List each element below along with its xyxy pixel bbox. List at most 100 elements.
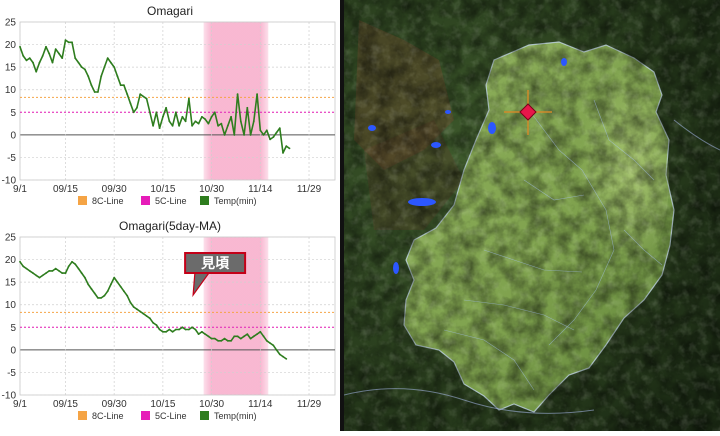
data-point: [139, 310, 142, 313]
data-point: [226, 339, 229, 342]
data-point: [155, 111, 158, 114]
data-point: [213, 111, 216, 114]
data-point: [84, 276, 86, 279]
data-point: [275, 349, 278, 351]
data-point: [252, 120, 255, 123]
y-tick-label: 10: [5, 300, 17, 311]
data-point: [136, 308, 138, 311]
data-point: [220, 339, 223, 342]
data-point: [278, 353, 281, 356]
data-point: [54, 48, 57, 50]
y-tick-label: 15: [5, 278, 17, 289]
legend-swatch: [78, 196, 87, 205]
data-point: [90, 84, 93, 87]
data-point: [87, 75, 90, 78]
y-tick-label: 20: [5, 255, 17, 266]
data-point: [45, 272, 47, 274]
legend-swatch: [78, 411, 87, 420]
data-point: [230, 115, 233, 118]
x-tick-label: 10/30: [199, 184, 224, 195]
data-point: [38, 276, 41, 279]
data-point: [61, 57, 64, 59]
x-tick-label: 10/15: [150, 184, 175, 195]
annotation-label: 見頃: [200, 255, 230, 271]
series-line-temp-min: [19, 39, 290, 154]
data-point: [22, 55, 25, 57]
data-point: [230, 339, 233, 342]
data-point: [19, 260, 21, 263]
data-point: [48, 52, 51, 55]
data-point: [152, 124, 155, 127]
data-point: [119, 285, 122, 288]
data-point: [223, 134, 226, 136]
data-point: [249, 337, 252, 340]
highlight-period: [203, 22, 269, 180]
data-point: [262, 134, 265, 136]
data-point: [158, 127, 161, 129]
data-point: [265, 129, 268, 132]
data-point: [64, 39, 67, 41]
data-point: [285, 358, 288, 360]
data-point: [80, 66, 83, 68]
legend-item-8c-line: 8C-Line: [92, 196, 124, 206]
y-tick-label: 5: [10, 108, 16, 119]
data-point: [71, 41, 73, 44]
data-point: [142, 312, 145, 315]
data-point: [262, 335, 265, 338]
data-point: [239, 120, 242, 123]
data-point: [252, 335, 255, 338]
x-tick-label: 11/29: [297, 184, 322, 195]
y-tick-label: 25: [5, 233, 17, 244]
data-point: [171, 330, 174, 333]
data-point: [123, 290, 125, 293]
data-point: [90, 288, 93, 290]
x-tick-label: 9/1: [13, 184, 27, 195]
data-point: [269, 138, 271, 141]
data-point: [282, 355, 284, 358]
data-point: [19, 45, 21, 48]
data-point: [110, 61, 112, 64]
data-point: [93, 292, 96, 295]
data-point: [103, 294, 106, 297]
data-point: [97, 91, 99, 93]
data-point: [41, 274, 44, 277]
y-tick-label: 5: [10, 323, 16, 334]
data-point: [246, 106, 249, 109]
data-point: [152, 321, 155, 324]
data-point: [204, 333, 207, 335]
data-point: [132, 306, 135, 308]
data-point: [256, 333, 258, 335]
x-tick-label: 10/15: [150, 399, 175, 410]
data-point: [58, 52, 60, 55]
x-tick-label: 09/30: [102, 399, 127, 410]
data-point: [149, 111, 151, 114]
data-point: [84, 68, 86, 71]
data-point: [168, 120, 171, 123]
data-point: [272, 344, 275, 347]
data-point: [220, 122, 223, 125]
relief-map: [343, 0, 720, 431]
data-point: [226, 124, 229, 127]
data-point: [32, 61, 34, 64]
chart-omagari-5day-ma: Omagari(5day-MA) 25 20 15 10 5 0 -5 -109/1 09/15 0…: [2, 219, 336, 421]
data-point: [35, 70, 38, 73]
y-tick-label: -5: [7, 153, 16, 164]
data-point: [64, 272, 67, 274]
data-point: [106, 57, 109, 59]
data-point: [285, 145, 288, 148]
data-point: [74, 263, 77, 265]
data-point: [201, 115, 203, 118]
data-point: [239, 337, 242, 340]
y-tick-label: -10: [2, 391, 17, 402]
data-point: [265, 339, 268, 342]
data-point: [103, 66, 106, 68]
data-point: [178, 124, 181, 127]
relief-map-image: [343, 0, 720, 431]
data-point: [126, 294, 129, 297]
y-tick-label: 20: [5, 40, 17, 51]
data-point: [184, 328, 187, 331]
data-point: [162, 330, 164, 333]
data-point: [162, 115, 164, 118]
data-point: [123, 84, 125, 87]
y-tick-label: 10: [5, 85, 17, 96]
